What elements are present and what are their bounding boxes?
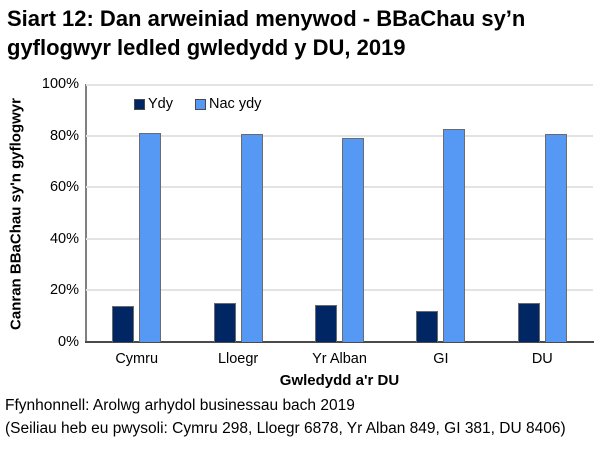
gridline-100 [86,84,593,86]
legend-swatch-nac-ydy [195,98,206,110]
x-tick-label-du: DU [531,351,553,367]
y-tick-label-80: 80% [49,127,79,144]
bar-group-cymru [112,133,162,342]
x-tick-label-cymru: Cymru [115,351,159,367]
y-tick-label-0: 0% [58,334,79,350]
bar-ydy-lloegr [213,303,236,342]
bar-group-du [517,134,567,342]
legend-label-ydy: Ydy [148,96,173,112]
bar-nac-ydy-cymru [139,133,162,342]
bar-ydy-gi [416,311,439,342]
x-tick-label-gi: GI [433,351,449,367]
y-tick-label-100: 100% [41,76,79,92]
bar-nac-ydy-gi [443,129,466,342]
y-tick-label-60: 60% [49,179,79,196]
legend-swatch-ydy [134,98,145,110]
bar-group-gi [416,129,466,342]
bar-ydy-du [517,303,540,342]
x-tick-label-yr-alban: Yr Alban [312,351,367,367]
legend: Ydy Nac ydy [134,96,261,112]
chart-title: Siart 12: Dan arweiniad menywod - BBaCha… [7,6,526,60]
gridline-60 [86,186,593,189]
y-tick-label-40: 40% [49,230,79,247]
x-axis-title: Gwledydd a'r DU [279,372,400,389]
chart-footer: Ffynhonnell: Arolwg arhydol businessau b… [5,395,609,440]
plot-area: Ydy Nac ydy [86,84,593,342]
bar-group-yr-alban [315,138,364,342]
bar-nac-ydy-lloegr [240,134,263,342]
legend-label-nac-ydy: Nac ydy [209,96,262,112]
legend-item-ydy: Ydy [134,96,173,112]
bar-group-lloegr [213,134,263,342]
source-note: Ffynhonnell: Arolwg arhydol businessau b… [5,397,355,414]
gridline-20 [86,289,593,292]
bar-nac-ydy-du [544,134,567,342]
x-tick-label-lloegr: Lloegr [217,351,259,367]
bases-note: (Seiliau heb eu pwysoli: Cymru 298, Lloe… [5,419,566,437]
y-tick-label-20: 20% [49,282,79,299]
gridline-80 [86,134,593,137]
bar-ydy-yr-alban [315,304,337,342]
bar-nac-ydy-yr-alban [342,138,364,342]
y-axis-line [85,84,87,343]
legend-item-nac-ydy: Nac ydy [195,96,261,112]
bar-ydy-cymru [112,305,135,342]
x-axis-line [85,341,594,343]
gridline-40 [86,237,593,240]
